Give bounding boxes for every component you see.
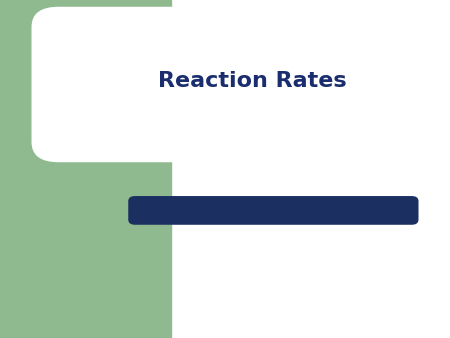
FancyBboxPatch shape [32,7,450,162]
FancyBboxPatch shape [128,196,418,225]
Bar [0,0,171,338]
Text: Reaction Rates: Reaction Rates [158,71,346,91]
